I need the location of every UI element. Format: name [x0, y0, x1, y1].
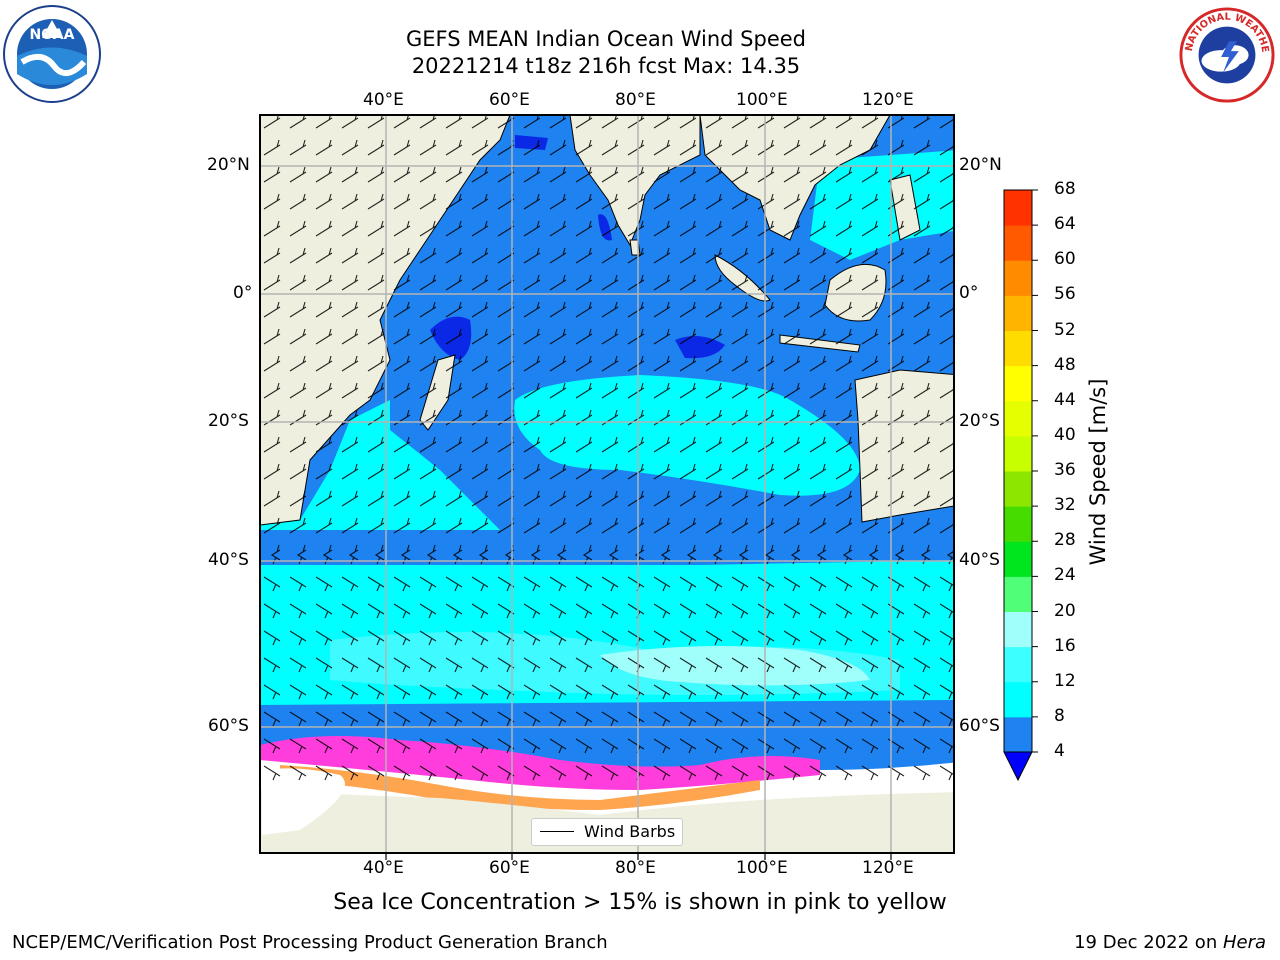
colorbar-segment — [1004, 646, 1032, 683]
footer-machine: Hera — [1222, 932, 1266, 953]
lon-label-bottom-40e: 40°E — [363, 858, 404, 878]
lat-label-right-60s: 60°S — [959, 716, 1000, 736]
graticule — [260, 115, 954, 853]
colorbar-tick-label: 52 — [1054, 319, 1076, 340]
axis-ticks — [385, 853, 892, 860]
lon-label-top-40e: 40°E — [363, 90, 404, 110]
colorbar-segment — [1004, 681, 1032, 718]
colorbar-tick-label: 48 — [1054, 354, 1076, 375]
colorbar-tick-label: 24 — [1054, 565, 1076, 586]
lat-label-right-20n: 20°N — [959, 155, 1002, 175]
lon-label-bottom-60e: 60°E — [489, 858, 530, 878]
lon-label-bottom-100e: 100°E — [736, 858, 788, 878]
colorbar — [1003, 189, 1038, 782]
colorbar-tick-label: 36 — [1054, 460, 1076, 480]
colorbar-tick-label: 56 — [1054, 284, 1076, 305]
colorbar-tick-label: 32 — [1054, 495, 1076, 516]
lat-label-right-40s: 40°S — [959, 550, 1000, 570]
lon-label-bottom-80e: 80°E — [615, 858, 656, 878]
sea-ice-orange — [280, 765, 760, 810]
noaa-logo-text: NOAA — [30, 27, 75, 43]
colorbar-segment — [1004, 225, 1032, 261]
footer-credit: NCEP/EMC/Verification Post Processing Pr… — [12, 932, 608, 953]
lat-label-left-20n: 20°N — [207, 155, 250, 175]
nws-logo: NATIONAL WEATHER SERVICE — [1178, 6, 1275, 103]
wind-barbs-south — [260, 555, 954, 785]
colorbar-segment — [1004, 330, 1032, 367]
colorbar-underflow-triangle — [1003, 751, 1033, 782]
colorbar-segment — [1004, 716, 1032, 753]
lon-label-bottom-120e: 120°E — [862, 858, 914, 878]
colorbar-segment — [1004, 365, 1032, 402]
colorbar-tick-label: 44 — [1054, 389, 1076, 410]
lon-label-top-120e: 120°E — [862, 90, 914, 110]
lat-label-right-20s: 20°S — [959, 411, 1000, 431]
map-title: GEFS MEAN Indian Ocean Wind Speed — [405, 27, 807, 51]
colorbar-segment — [1004, 190, 1032, 226]
colorbar-tick-label: 68 — [1054, 179, 1076, 199]
colorbar-tick-label: 60 — [1054, 249, 1076, 270]
lon-label-top-100e: 100°E — [736, 90, 788, 110]
lon-label-top-60e: 60°E — [489, 90, 530, 110]
noaa-logo: NOAA — [3, 5, 101, 103]
lon-label-top-80e: 80°E — [615, 90, 656, 110]
footer-date: 19 Dec 2022 on Hera — [1074, 932, 1266, 953]
sea-ice-caption: Sea Ice Concentration > 15% is shown in … — [333, 890, 947, 915]
lat-label-left-40s: 40°S — [208, 550, 249, 570]
wind-barbs-north — [260, 115, 954, 555]
colorbar-segment — [1004, 260, 1032, 296]
legend-box: Wind Barbs — [531, 818, 683, 846]
colorbar-tick-label: 20 — [1054, 600, 1076, 621]
colorbar-segment — [1004, 506, 1032, 542]
colorbar-segment — [1004, 400, 1032, 437]
lat-label-left-60s: 60°S — [208, 716, 249, 736]
colorbar-title: Wind Speed [m/s] — [1086, 378, 1110, 566]
colorbar-segment — [1004, 471, 1032, 507]
colorbar-tick-label: 8 — [1054, 705, 1065, 726]
colorbar-segment — [1004, 541, 1032, 577]
map-frame — [259, 114, 955, 854]
colorbar-tick-label: 12 — [1054, 670, 1076, 691]
lat-label-left-20s: 20°S — [208, 411, 249, 431]
colorbar-tick-label: 64 — [1054, 214, 1076, 235]
colorbar-segment — [1004, 295, 1032, 331]
colorbar-tick-label: 28 — [1054, 530, 1076, 551]
map-subtitle: 20221214 t18z 216h fcst Max: 14.35 — [411, 54, 801, 78]
colorbar-segment — [1004, 611, 1032, 648]
colorbar-tick-label: 4 — [1054, 741, 1065, 761]
colorbar-segment — [1004, 576, 1032, 612]
colorbar-segment — [1004, 435, 1032, 472]
lat-label-left-0: 0° — [233, 283, 253, 303]
legend-barb-line — [540, 831, 574, 832]
lat-label-right-0: 0° — [959, 283, 979, 303]
colorbar-tick-label: 40 — [1054, 424, 1076, 445]
footer-date-text: 19 Dec 2022 on — [1074, 932, 1223, 953]
colorbar-tick-label: 16 — [1054, 635, 1076, 656]
legend-label: Wind Barbs — [584, 822, 676, 841]
